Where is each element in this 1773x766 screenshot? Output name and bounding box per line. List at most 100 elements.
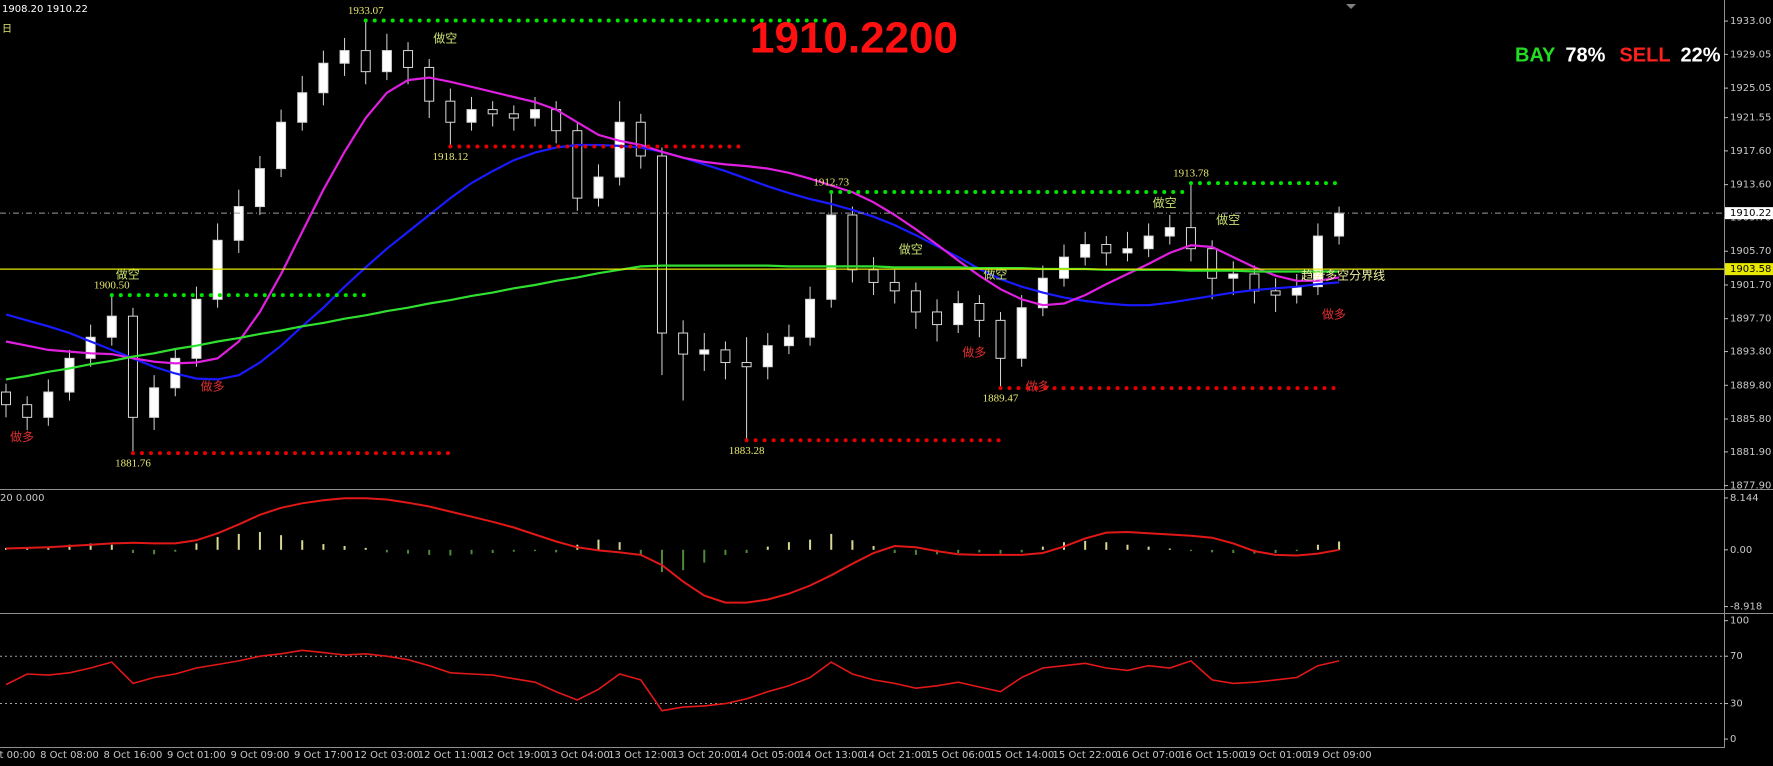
x-tick-label: 14 Oct 21:00 bbox=[862, 750, 927, 761]
sentiment-name: BAY bbox=[1515, 44, 1556, 66]
buy-signal: 做多 bbox=[1026, 378, 1050, 393]
macd-bar bbox=[237, 533, 240, 550]
period: 日 bbox=[2, 24, 12, 35]
macd-bar bbox=[195, 543, 198, 550]
candle-body bbox=[593, 176, 604, 199]
candle-body bbox=[487, 109, 498, 115]
shift-marker bbox=[1346, 4, 1356, 9]
x-tick-label: 16 Oct 15:00 bbox=[1180, 750, 1245, 761]
x-tick-label: 12 Oct 19:00 bbox=[481, 750, 546, 761]
candle-body bbox=[974, 303, 985, 321]
macd-bar bbox=[999, 549, 1002, 554]
candle-body bbox=[889, 281, 900, 292]
candle-body bbox=[530, 109, 540, 119]
x-tick-label: 13 Oct 12:00 bbox=[608, 750, 673, 761]
macd-bar bbox=[1295, 549, 1298, 552]
macd-bar bbox=[1020, 549, 1023, 553]
macd-bar bbox=[618, 542, 621, 550]
y-tick-label: 1897.70 bbox=[1730, 314, 1771, 325]
low-label: 1918.12 bbox=[432, 151, 468, 163]
candle-body bbox=[1, 391, 11, 406]
macd-bar bbox=[597, 539, 600, 550]
x-tick-label: 8 Oct 00:00 bbox=[0, 750, 35, 761]
macd-bar bbox=[957, 549, 960, 553]
candle-body bbox=[635, 121, 646, 157]
candle-body bbox=[212, 239, 223, 300]
candle-body bbox=[1207, 248, 1218, 279]
candle-body bbox=[910, 290, 921, 313]
sell-signal: 做空 bbox=[899, 241, 923, 256]
candle-body bbox=[762, 345, 773, 368]
x-tick-label: 8 Oct 08:00 bbox=[40, 750, 99, 761]
candle-body bbox=[403, 50, 414, 68]
candle-body bbox=[1334, 212, 1345, 237]
macd-bar bbox=[385, 549, 388, 553]
macd-bar bbox=[787, 542, 790, 550]
macd-bar bbox=[1316, 544, 1319, 550]
low-label: 1881.76 bbox=[115, 458, 151, 470]
macd-bar bbox=[491, 549, 494, 553]
sentiment-value: 78% bbox=[1565, 44, 1605, 66]
moving-average bbox=[5, 264, 1340, 381]
y-tick-label: 1901.70 bbox=[1730, 280, 1771, 291]
macd-bar bbox=[470, 549, 473, 555]
header: 1908.20 1910.22 bbox=[2, 4, 88, 15]
candle-body bbox=[1270, 290, 1281, 296]
candle-body bbox=[43, 391, 54, 418]
macd-bar bbox=[512, 549, 515, 552]
price-label: 1910.22 bbox=[1730, 208, 1771, 219]
candle-body bbox=[826, 214, 837, 300]
candle-body bbox=[360, 50, 371, 73]
candle-body bbox=[783, 336, 794, 347]
candle-body bbox=[149, 387, 160, 418]
candle-body bbox=[466, 109, 477, 123]
candle-body bbox=[1185, 227, 1196, 250]
macd-bar bbox=[407, 549, 410, 554]
x-tick-label: 16 Oct 07:00 bbox=[1116, 750, 1181, 761]
y-tick-label: 70 bbox=[1730, 651, 1743, 662]
macd-bar bbox=[131, 549, 134, 553]
y-tick-label: 1925.05 bbox=[1730, 83, 1771, 94]
candle-body bbox=[381, 50, 392, 73]
macd-bar bbox=[280, 535, 283, 550]
candle-body bbox=[1059, 256, 1069, 279]
candle-body bbox=[678, 332, 689, 355]
candle-body bbox=[1016, 307, 1027, 359]
macd-bar bbox=[766, 546, 769, 550]
macd-bar bbox=[639, 549, 642, 555]
y-tick-label: 100 bbox=[1730, 616, 1749, 627]
candle-body bbox=[932, 311, 943, 326]
macd-bar bbox=[660, 549, 663, 573]
candle-body bbox=[614, 121, 625, 178]
candle-body bbox=[656, 155, 667, 334]
x-tick-label: 9 Oct 09:00 bbox=[231, 750, 290, 761]
trend-box bbox=[1725, 263, 1773, 276]
buy-signal: 做多 bbox=[1322, 307, 1346, 322]
macd-bar bbox=[809, 539, 812, 550]
x-tick-label: 19 Oct 09:00 bbox=[1306, 750, 1371, 761]
candle-body bbox=[1312, 235, 1323, 288]
candle-body bbox=[741, 362, 752, 368]
sell-signal: 做空 bbox=[983, 267, 1007, 282]
macd-bar bbox=[301, 540, 304, 550]
macd-bar bbox=[449, 549, 452, 556]
macd-bar bbox=[830, 533, 833, 550]
candle-body bbox=[995, 319, 1006, 359]
headline: 1910.2200 bbox=[750, 14, 958, 63]
y-tick-label: 1893.80 bbox=[1730, 347, 1771, 358]
macd-label: 20 0.000 bbox=[0, 493, 45, 504]
x-tick-label: 13 Oct 20:00 bbox=[672, 750, 737, 761]
low-label: 1883.28 bbox=[729, 445, 765, 457]
macd-bar bbox=[110, 544, 113, 550]
candle-body bbox=[551, 109, 562, 132]
macd-bar bbox=[216, 537, 219, 550]
candle-body bbox=[233, 206, 244, 241]
high-label: 1933.07 bbox=[348, 5, 384, 17]
y-tick-label: 1917.60 bbox=[1730, 146, 1771, 157]
macd-bar bbox=[1338, 541, 1341, 550]
y-tick-label: 0 bbox=[1730, 734, 1736, 745]
candle-body bbox=[254, 168, 265, 208]
